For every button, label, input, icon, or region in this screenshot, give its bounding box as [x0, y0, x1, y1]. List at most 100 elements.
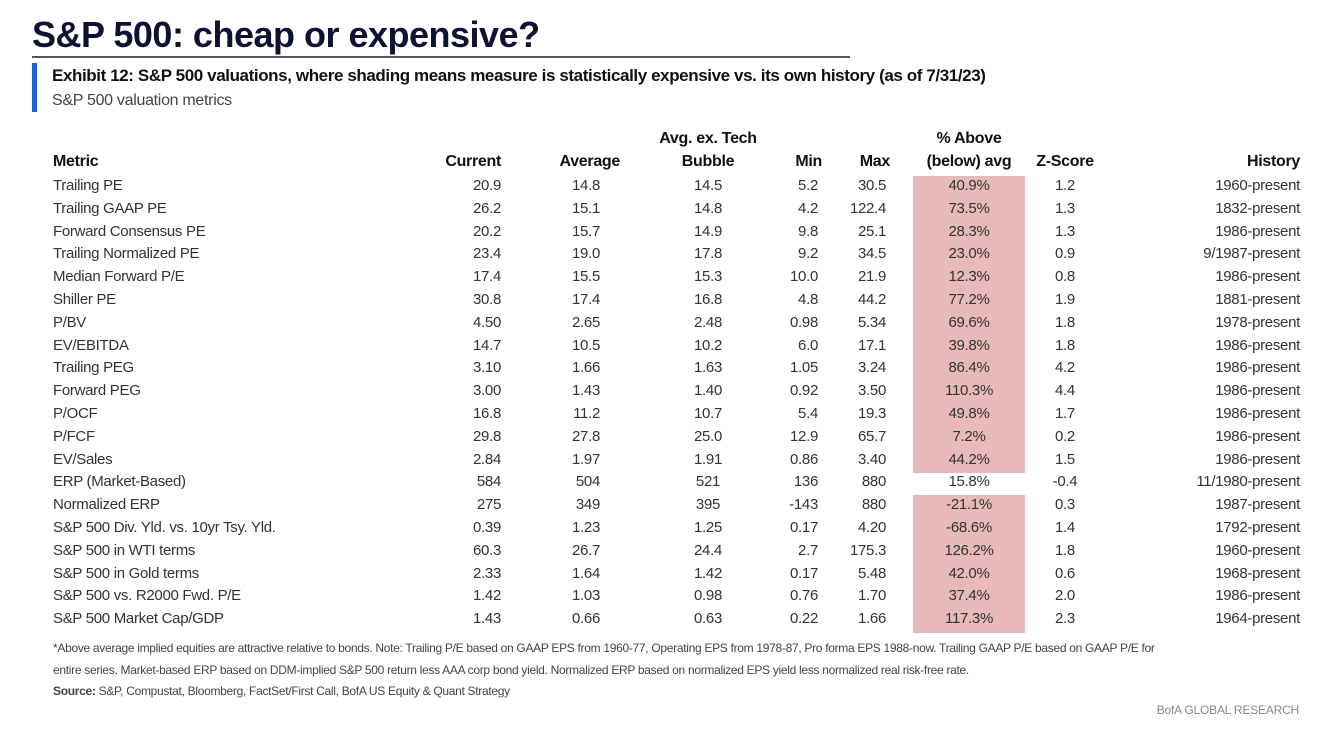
- exhibit-title: Exhibit 12: S&P 500 valuations, where sh…: [52, 66, 986, 85]
- pct-above-avg-cell: 40.9%: [948, 177, 990, 194]
- average-cell: 26.7: [572, 541, 600, 559]
- zscore-cell: 1.7: [1055, 405, 1075, 422]
- current-cell: 2.33: [473, 564, 501, 582]
- history-cell: 1986-present: [1215, 382, 1300, 400]
- max-cell: 5.48: [858, 564, 886, 582]
- min-cell: 136: [793, 473, 818, 491]
- metric-cell: Trailing PE: [53, 177, 123, 194]
- metric-cell: EV/Sales: [53, 450, 113, 468]
- average-cell: 1.43: [572, 382, 600, 400]
- source-label: Source:: [53, 684, 96, 698]
- pct-above-avg-cell: 28.3%: [948, 222, 990, 240]
- min-cell: 12.9: [790, 427, 818, 445]
- title-divider: [32, 56, 850, 58]
- current-cell: 584: [476, 473, 501, 491]
- max-cell: 1.70: [858, 587, 886, 605]
- max-cell: 880: [861, 496, 886, 514]
- avg-ex-tech-cell: 17.8: [694, 245, 722, 263]
- average-cell: 15.1: [572, 199, 600, 217]
- max-cell: 3.50: [858, 382, 886, 400]
- max-cell: 19.3: [858, 405, 886, 422]
- max-cell: 44.2: [858, 291, 886, 308]
- metric-cell: Trailing Normalized PE: [53, 245, 200, 263]
- pct-above-avg-cell: 69.6%: [948, 313, 990, 331]
- current-cell: 16.8: [473, 405, 501, 422]
- max-cell: 4.20: [858, 519, 886, 536]
- avg-ex-tech-cell: 10.2: [694, 336, 722, 354]
- zscore-cell: 1.3: [1055, 199, 1075, 217]
- history-cell: 1986-present: [1215, 359, 1300, 377]
- avg-ex-tech-cell: 24.4: [694, 541, 722, 559]
- metric-cell: Shiller PE: [53, 291, 116, 308]
- current-cell: 20.2: [473, 222, 501, 240]
- pct-above-avg-cell: 110.3%: [945, 382, 993, 400]
- footnote-continued: entire series. Market-based ERP based on…: [53, 663, 969, 677]
- pct-above-avg-cell: 86.4%: [948, 359, 990, 377]
- pct-above-avg-cell: 42.0%: [948, 564, 990, 582]
- average-cell: 349: [575, 496, 600, 514]
- history-cell: 1986-present: [1215, 427, 1300, 445]
- zscore-cell: 1.2: [1055, 177, 1075, 194]
- average-cell: 15.7: [572, 222, 600, 240]
- history-cell: 1968-present: [1215, 564, 1300, 582]
- avg-ex-tech-cell: 0.98: [694, 587, 722, 605]
- col-header-min: Min: [795, 153, 822, 170]
- col-header-max: Max: [859, 153, 891, 170]
- source-line: Source: S&P, Compustat, Bloomberg, FactS…: [53, 684, 510, 698]
- history-cell: 1960-present: [1215, 541, 1300, 559]
- history-cell: 1960-present: [1215, 177, 1300, 194]
- metric-cell: EV/EBITDA: [53, 336, 129, 354]
- current-cell: 3.10: [473, 359, 501, 377]
- average-cell: 1.03: [572, 587, 600, 605]
- pct-above-avg-cell: 7.2%: [952, 427, 986, 445]
- min-cell: 0.17: [790, 564, 818, 582]
- metric-cell: S&P 500 in WTI terms: [53, 541, 196, 559]
- min-cell: 0.17: [790, 519, 818, 536]
- zscore-cell: 4.4: [1055, 382, 1075, 400]
- col-header-current: Current: [445, 153, 501, 170]
- pct-above-avg-cell: 37.4%: [948, 587, 990, 605]
- zscore-cell: 0.2: [1055, 427, 1075, 445]
- min-cell: 0.76: [790, 587, 818, 605]
- history-cell: 1978-present: [1215, 313, 1300, 331]
- metric-cell: ERP (Market-Based): [53, 473, 186, 491]
- col-header-bubble: Bubble: [681, 153, 735, 170]
- col-header-avg-ex-tech: Avg. ex. Tech: [659, 130, 757, 147]
- max-cell: 25.1: [858, 222, 886, 240]
- zscore-cell: 1.5: [1055, 450, 1075, 468]
- history-cell: 1986-present: [1215, 336, 1300, 354]
- average-cell: 11.2: [573, 405, 600, 422]
- metric-cell: P/OCF: [53, 405, 98, 422]
- avg-ex-tech-cell: 14.9: [694, 222, 722, 240]
- current-cell: 60.3: [473, 541, 501, 559]
- current-cell: 29.8: [473, 427, 501, 445]
- pct-above-avg-cell: 44.2%: [948, 450, 990, 468]
- zscore-cell: 1.3: [1055, 222, 1075, 240]
- avg-ex-tech-cell: 15.3: [694, 268, 722, 286]
- avg-ex-tech-cell: 395: [695, 496, 721, 514]
- avg-ex-tech-cell: 10.7: [694, 405, 722, 422]
- pct-above-avg-cell: 117.3%: [945, 610, 993, 628]
- min-cell: 9.2: [798, 245, 818, 263]
- metric-cell: P/FCF: [53, 427, 95, 445]
- average-cell: 1.66: [572, 359, 600, 377]
- zscore-cell: 2.0: [1055, 587, 1075, 605]
- history-cell: 9/1987-present: [1203, 245, 1300, 263]
- current-cell: 26.2: [473, 199, 501, 217]
- pct-above-avg-cell: 12.3%: [948, 268, 990, 286]
- min-cell: 6.0: [798, 336, 818, 354]
- max-cell: 880: [861, 473, 886, 491]
- max-cell: 21.9: [858, 268, 886, 286]
- min-cell: 4.2: [798, 199, 818, 217]
- average-cell: 0.66: [572, 610, 600, 628]
- pct-above-avg-cell: 15.8%: [948, 473, 990, 491]
- avg-ex-tech-cell: 1.63: [694, 359, 722, 377]
- average-cell: 2.65: [572, 313, 600, 331]
- avg-ex-tech-cell: 25.0: [694, 427, 722, 445]
- avg-ex-tech-cell: 0.63: [694, 610, 722, 628]
- current-cell: 17.4: [473, 268, 501, 286]
- avg-ex-tech-cell: 14.8: [694, 199, 722, 217]
- current-cell: 1.42: [473, 587, 501, 605]
- max-cell: 3.40: [858, 450, 886, 468]
- metric-cell: S&P 500 Market Cap/GDP: [53, 610, 224, 628]
